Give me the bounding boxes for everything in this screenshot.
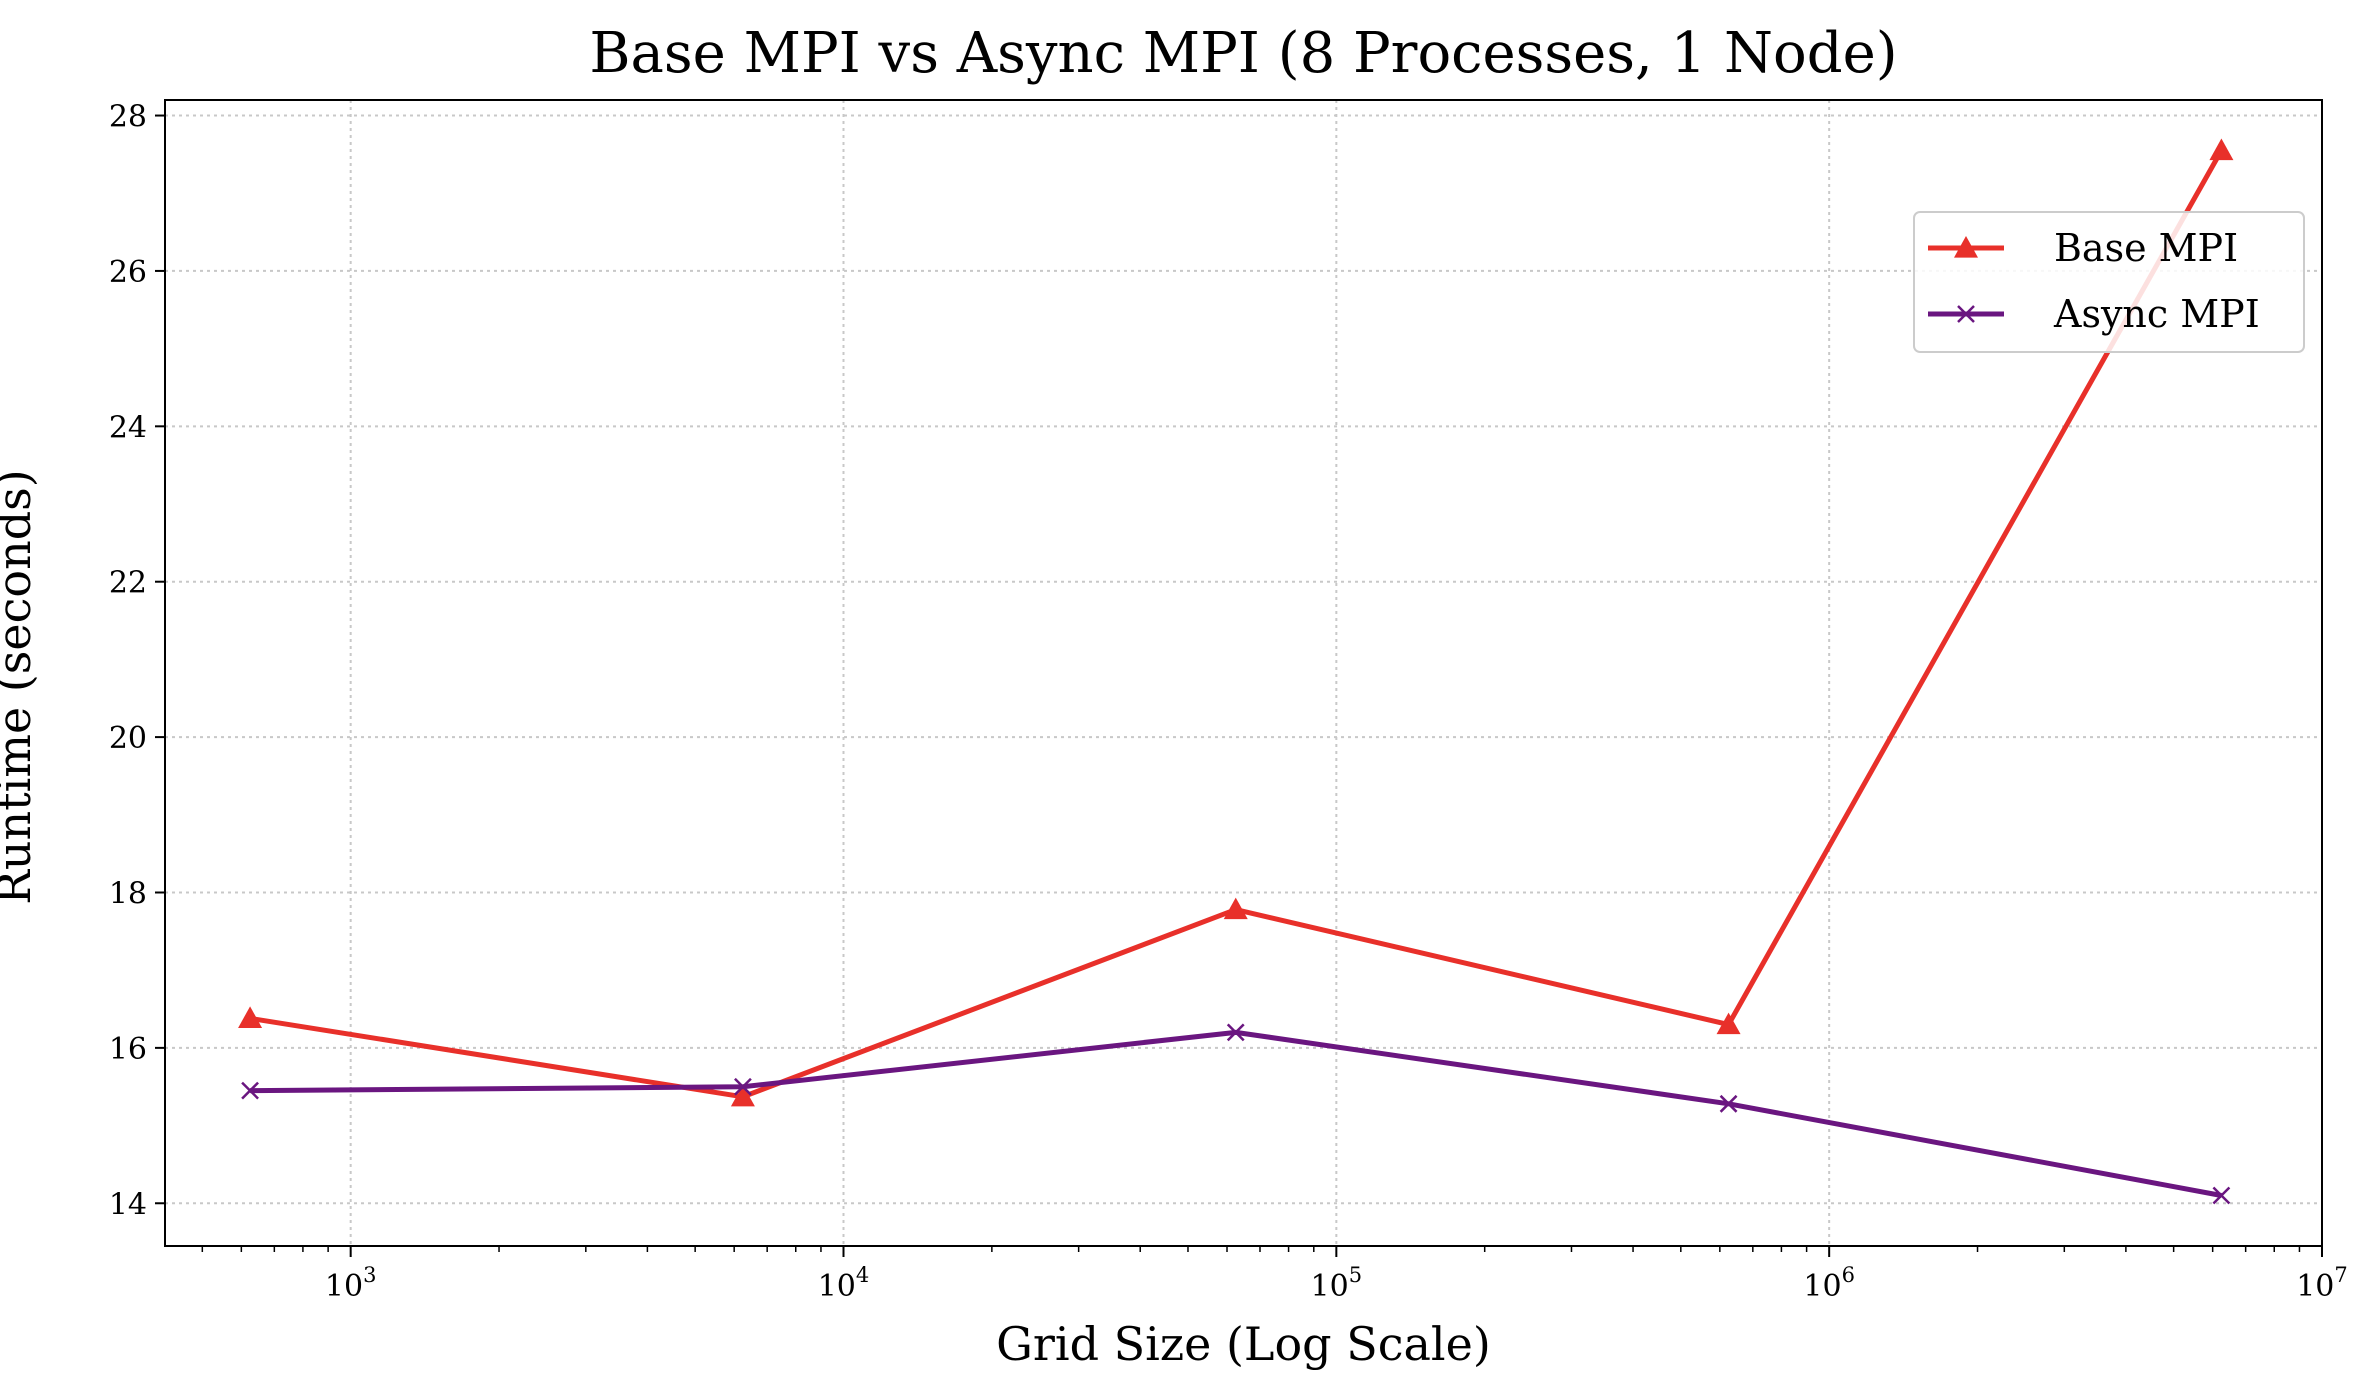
data-point-triangle xyxy=(1716,1012,1741,1035)
data-point-x xyxy=(2212,1186,2231,1205)
y-axis-title: Runtime (seconds) xyxy=(0,469,41,904)
x-tick-label: 103 xyxy=(325,1263,377,1304)
legend-marker-triangle xyxy=(1954,236,1978,258)
x-tick-exponent: 5 xyxy=(1349,1263,1362,1287)
x-tick-base: 10 xyxy=(325,1269,363,1304)
legend-box xyxy=(1913,211,2305,353)
data-point-triangle xyxy=(2209,138,2234,161)
x-tick-exponent: 3 xyxy=(363,1263,376,1287)
y-tick-label: 20 xyxy=(109,721,147,756)
x-tick-base: 10 xyxy=(818,1269,856,1304)
series-line xyxy=(250,1029,2222,1198)
y-tick-label: 18 xyxy=(109,876,147,911)
y-tick-label: 14 xyxy=(109,1187,147,1222)
data-point-x xyxy=(241,1081,259,1100)
x-tick-exponent: 4 xyxy=(856,1263,869,1287)
data-point-triangle xyxy=(1223,897,1248,920)
legend-marker-x xyxy=(1957,305,1975,323)
x-tick-label: 106 xyxy=(1803,1263,1855,1304)
x-tick-base: 10 xyxy=(1311,1269,1349,1304)
chart-title: Base MPI vs Async MPI (8 Processes, 1 No… xyxy=(589,21,1897,86)
plot-frame xyxy=(164,99,2323,1247)
legend-label: Base MPI xyxy=(2054,226,2238,270)
y-tick-label: 26 xyxy=(109,255,147,290)
x-axis-title: Grid Size (Log Scale) xyxy=(996,1317,1491,1371)
x-tick-label: 105 xyxy=(1311,1263,1363,1304)
series-layer xyxy=(238,138,2234,1205)
data-point-x xyxy=(734,1077,752,1096)
data-point-x xyxy=(1719,1094,1738,1113)
x-tick-base: 10 xyxy=(2296,1269,2334,1304)
data-point-triangle xyxy=(730,1084,755,1107)
data-point-triangle xyxy=(238,1006,263,1028)
x-tick-base: 10 xyxy=(1803,1269,1841,1304)
data-point-x xyxy=(1226,1023,1245,1042)
legend: Base MPI Async MPI xyxy=(1913,211,2305,353)
x-tick-label: 107 xyxy=(2296,1263,2348,1304)
y-tick-label: 28 xyxy=(109,100,147,135)
y-tick-label: 24 xyxy=(109,410,147,445)
y-tick-label: 22 xyxy=(109,566,147,601)
legend-label: Async MPI xyxy=(2053,292,2260,336)
y-tick-label: 16 xyxy=(109,1032,147,1067)
x-tick-label: 104 xyxy=(818,1263,870,1304)
x-tick-exponent: 7 xyxy=(2334,1263,2347,1287)
x-tick-exponent: 6 xyxy=(1842,1263,1855,1287)
